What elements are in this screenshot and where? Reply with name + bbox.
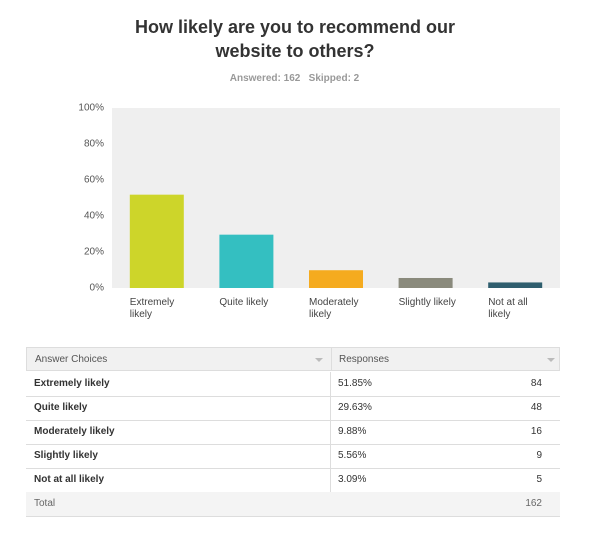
bar xyxy=(398,277,453,288)
x-tick-label: Extremely likely xyxy=(129,297,175,320)
subtitle: Answered: 162 Skipped: 2 xyxy=(0,73,589,84)
column-divider xyxy=(330,420,331,444)
count-cell: 48 xyxy=(530,402,542,413)
column-divider xyxy=(330,444,331,468)
percent-cell: 5.56% xyxy=(338,450,367,461)
count-cell: 5 xyxy=(536,474,542,485)
count-cell: 84 xyxy=(530,378,542,389)
bar xyxy=(219,234,274,288)
total-label: Total xyxy=(34,498,56,509)
bar xyxy=(129,194,184,288)
column-divider xyxy=(331,348,332,370)
total-row: Total 162 xyxy=(26,492,560,517)
count-cell: 9 xyxy=(536,450,542,461)
y-tick-label: 40% xyxy=(84,211,104,222)
column-divider xyxy=(330,372,331,396)
percent-cell: 3.09% xyxy=(338,474,367,485)
bar xyxy=(309,270,363,288)
table-row: Not at all likely 3.09% 5 xyxy=(26,468,560,493)
choice-cell: Quite likely xyxy=(34,402,88,413)
choice-cell: Extremely likely xyxy=(34,378,110,389)
table-row: Quite likely 29.63% 48 xyxy=(26,396,560,421)
x-tick-label: Moderately likely xyxy=(309,297,359,320)
chart-title: How likely are you to recommend our webs… xyxy=(134,17,456,61)
header-cell: Answer Choices xyxy=(35,354,108,365)
choice-cell: Slightly likely xyxy=(34,450,98,461)
table-row: Extremely likely 51.85% 84 xyxy=(26,372,560,397)
column-divider xyxy=(330,468,331,492)
y-tick-label: 80% xyxy=(84,139,104,150)
header-cell: Responses xyxy=(339,354,390,365)
skipped: Skipped: 2 xyxy=(308,73,360,84)
y-tick-label: 100% xyxy=(78,103,104,114)
table-header: Answer Choices Responses xyxy=(26,347,560,371)
choice-cell: Moderately likely xyxy=(34,426,115,437)
plot-background xyxy=(112,108,560,288)
total-count: 162 xyxy=(525,498,542,509)
percent-cell: 51.85% xyxy=(338,378,372,389)
table-row: Slightly likely 5.56% 9 xyxy=(26,444,560,469)
count-cell: 16 xyxy=(530,426,542,437)
choice-cell: Not at all likely xyxy=(34,474,105,485)
x-tick-label: Quite likely xyxy=(219,297,269,308)
y-tick-label: 20% xyxy=(84,247,104,258)
x-tick-label: Not at all likely xyxy=(488,297,528,320)
percent-cell: 9.88% xyxy=(338,426,367,437)
y-tick-label: 0% xyxy=(90,283,105,294)
answered: Answered: 162 xyxy=(229,73,301,84)
percent-cell: 29.63% xyxy=(338,402,372,413)
sort-arrow xyxy=(547,358,555,362)
column-divider xyxy=(330,396,331,420)
table-row: Moderately likely 9.88% 16 xyxy=(26,420,560,445)
y-tick-label: 60% xyxy=(84,175,104,186)
bar xyxy=(488,282,543,288)
x-tick-label: Slightly likely xyxy=(398,297,456,308)
sort-arrow xyxy=(315,358,323,362)
